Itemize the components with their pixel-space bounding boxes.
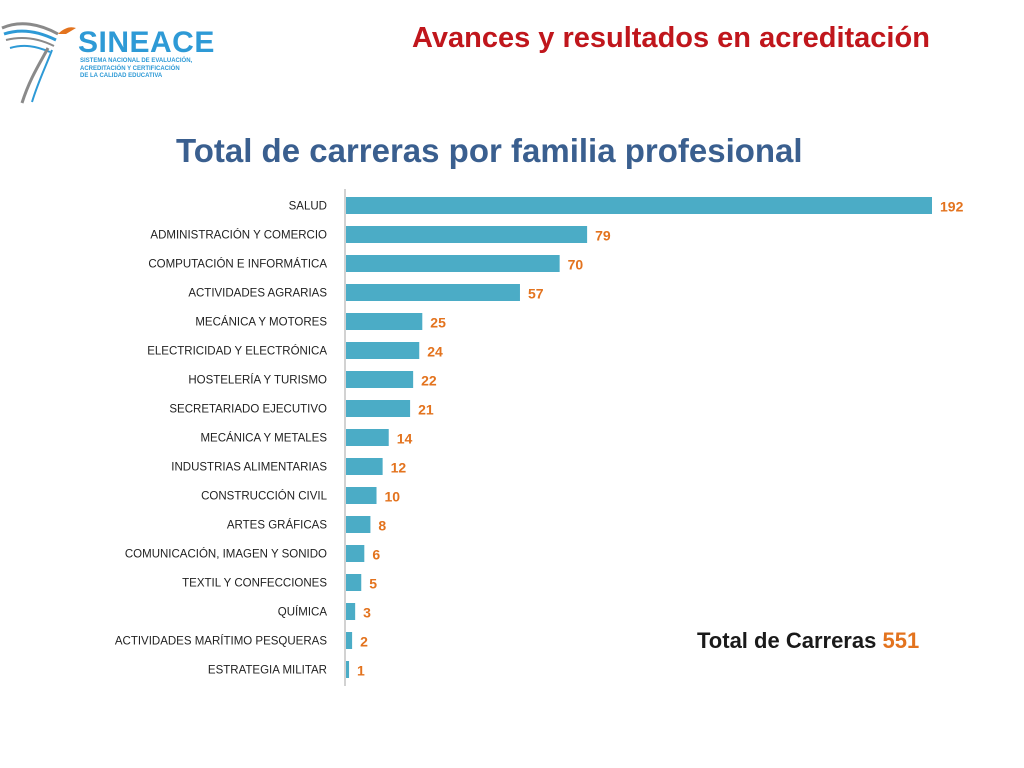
data-label: 25	[430, 315, 446, 331]
category-label: ARTES GRÁFICAS	[227, 519, 327, 532]
data-label: 12	[391, 460, 407, 476]
data-label: 79	[595, 228, 611, 244]
logo-subtitle-line: DE LA CALIDAD EDUCATIVA	[80, 73, 163, 79]
slide-title: Avances y resultados en acreditación	[412, 22, 930, 54]
category-label: ESTRATEGIA MILITAR	[208, 665, 327, 677]
data-label: 70	[568, 257, 584, 273]
category-label: MECÁNICA Y MOTORES	[195, 316, 327, 329]
chart-title: Total de carreras por familia profesiona…	[176, 132, 803, 169]
bar	[346, 487, 377, 504]
data-label: 24	[427, 344, 443, 360]
data-label: 5	[369, 576, 377, 592]
bar	[346, 661, 350, 678]
category-label: COMUNICACIÓN, IMAGEN Y SONIDO	[125, 548, 327, 561]
bar	[346, 632, 353, 649]
bar	[346, 458, 383, 475]
category-label: ELECTRICIDAD Y ELECTRÓNICA	[147, 345, 327, 358]
category-label: HOSTELERÍA Y TURISMO	[188, 374, 327, 387]
category-label: TEXTIL Y CONFECCIONES	[182, 578, 327, 590]
data-label: 192	[940, 199, 964, 215]
data-label: 2	[360, 634, 368, 650]
category-label: QUÍMICA	[278, 606, 328, 619]
total-value: 551	[882, 628, 920, 653]
category-label: ACTIVIDADES MARÍTIMO PESQUERAS	[115, 635, 327, 648]
bar	[346, 284, 520, 301]
data-label: 10	[385, 489, 401, 505]
category-label: SECRETARIADO EJECUTIVO	[169, 404, 327, 416]
bar	[346, 429, 389, 446]
total-label: Total de Carreras	[697, 628, 877, 653]
bar	[346, 313, 423, 330]
logo-subtitle-line: SISTEMA NACIONAL DE EVALUACIÓN,	[80, 58, 193, 64]
data-label: 6	[372, 547, 380, 563]
bar	[346, 255, 560, 272]
category-label: MECÁNICA Y METALES	[200, 432, 327, 445]
data-label: 3	[363, 605, 371, 621]
data-label: 1	[357, 663, 365, 679]
data-label: 57	[528, 286, 544, 302]
bar	[346, 197, 932, 214]
category-label: SALUD	[289, 201, 327, 213]
bar	[346, 574, 362, 591]
data-label: 22	[421, 373, 437, 389]
category-label: CONSTRUCCIÓN CIVIL	[201, 490, 327, 503]
category-label: ACTIVIDADES AGRARIAS	[188, 288, 327, 300]
bar	[346, 371, 414, 388]
category-label: ADMINISTRACIÓN Y COMERCIO	[150, 229, 327, 242]
logo-name: SINEACE	[78, 26, 215, 59]
bar	[346, 400, 411, 417]
bar	[346, 226, 588, 243]
category-label: COMPUTACIÓN E INFORMÁTICA	[148, 258, 327, 271]
data-label: 14	[397, 431, 413, 447]
bird-logo-icon	[1, 22, 76, 104]
data-label: 21	[418, 402, 434, 418]
sineace-logo: SINEACE SISTEMA NACIONAL DE EVALUACIÓN, …	[0, 8, 214, 108]
bar	[346, 342, 420, 359]
bar	[346, 545, 365, 562]
bar	[346, 603, 356, 620]
data-label: 8	[378, 518, 386, 534]
total-careers: Total de Carreras 551	[697, 628, 919, 654]
logo-subtitle-line: ACREDITACIÓN Y CERTIFICACIÓN	[80, 65, 180, 72]
category-label: INDUSTRIAS ALIMENTARIAS	[171, 462, 327, 474]
logo-subtitle: SISTEMA NACIONAL DE EVALUACIÓN, ACREDITA…	[80, 58, 210, 81]
bar	[346, 516, 371, 533]
